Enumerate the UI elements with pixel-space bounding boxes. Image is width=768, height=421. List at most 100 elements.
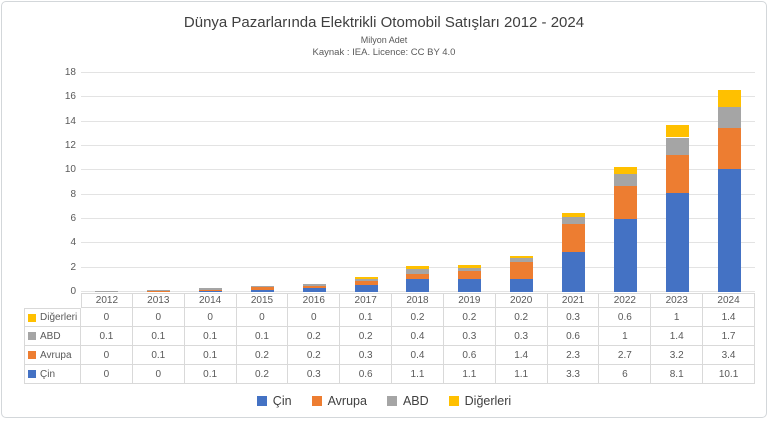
bar-column-2015 (237, 73, 289, 292)
bar-segment-ABD-2019 (458, 267, 482, 272)
bar-column-2023 (651, 73, 703, 292)
legend-label: Çin (272, 394, 292, 408)
table-value-Avrupa-2012: 0 (81, 346, 133, 365)
table-value-Diğerleri-2013: 0 (132, 308, 185, 327)
table-value-Diğerleri-2012: 0 (81, 308, 133, 327)
legend-label: Avrupa (327, 394, 367, 408)
plot-area (81, 72, 755, 292)
bar-column-2013 (133, 73, 185, 292)
chart-title: Dünya Pazarlarında Elektrikli Otomobil S… (183, 14, 585, 31)
x-axis-label-2013: 2013 (132, 293, 185, 308)
y-tick-label-8: 8 (70, 188, 76, 200)
bar-segment-Diğerleri-2017 (354, 277, 378, 279)
table-value-Diğerleri-2018: 0.2 (392, 308, 444, 327)
gridline-14 (81, 120, 755, 122)
y-tick-label-12: 12 (64, 140, 76, 151)
y-tick-label-16: 16 (64, 91, 76, 103)
bar-segment-ABD-2013 (147, 289, 171, 291)
y-axis: 0 2 4 6 8 10 12 14 16 18 (2, 67, 76, 297)
legend-item-diğerleri: Diğerleri (448, 394, 511, 408)
bar-column-2012 (81, 73, 133, 292)
table-value-Avrupa-2016: 0.2 (288, 346, 341, 365)
table-value-Çin-2013: 0 (132, 365, 185, 384)
x-axis-label-2017: 2017 (340, 293, 393, 308)
x-axis-label-2019: 2019 (443, 293, 496, 308)
bar-segment-Diğerleri-2022 (613, 166, 637, 174)
table-row-header-Çin: Çin (24, 365, 81, 384)
bar-column-2018 (392, 73, 444, 292)
table-value-ABD-2022: 1 (599, 327, 652, 346)
x-axis-label-2016: 2016 (288, 293, 341, 308)
bar-segment-Avrupa-2015 (250, 287, 274, 290)
table-row-label: Avrupa (40, 349, 72, 361)
x-axis-label-2012: 2012 (81, 293, 133, 308)
table-value-Çin-2018: 1.1 (392, 365, 444, 384)
table-value-Avrupa-2023: 3.2 (651, 346, 704, 365)
table-value-Çin-2023: 8.1 (651, 365, 704, 384)
table-value-Avrupa-2021: 2.3 (547, 346, 600, 365)
legend-item-çin: Çin (256, 394, 292, 408)
bar-segment-Avrupa-2023 (665, 154, 689, 194)
avrupa-swatch-icon (28, 351, 36, 359)
bar-column-2014 (185, 73, 237, 292)
table-value-Diğerleri-2014: 0 (184, 308, 237, 327)
çin-swatch-icon (28, 370, 36, 378)
bar-segment-Avrupa-2017 (354, 281, 378, 285)
y-tick-label-10: 10 (64, 164, 76, 176)
bar-segment-Çin-2014 (199, 290, 223, 292)
table-value-Çin-2019: 1.1 (443, 365, 496, 384)
table-value-ABD-2014: 0.1 (184, 327, 237, 346)
bar-column-2016 (288, 73, 340, 292)
bar-segment-ABD-2024 (717, 107, 741, 128)
table-value-ABD-2015: 0.1 (236, 327, 289, 346)
table-value-Çin-2015: 0.2 (236, 365, 289, 384)
table-value-Avrupa-2020: 1.4 (495, 346, 548, 365)
x-axis-label-2022: 2022 (599, 293, 652, 308)
bar-segment-Avrupa-2022 (613, 186, 637, 219)
table-row-header-Avrupa: Avrupa (24, 346, 81, 365)
bar-segment-Diğerleri-2021 (562, 212, 586, 217)
table-value-ABD-2024: 1.7 (703, 327, 755, 346)
gridline-18 (81, 72, 755, 73)
bar-column-2017 (340, 73, 392, 292)
table-value-ABD-2013: 0.1 (132, 327, 185, 346)
bar-segment-Diğerleri-2024 (717, 90, 741, 108)
table-value-Diğerleri-2017: 0.1 (340, 308, 393, 327)
table-value-Avrupa-2014: 0.1 (184, 346, 237, 365)
bar-segment-Avrupa-2021 (562, 223, 586, 252)
gridline-16 (81, 96, 755, 98)
bar-segment-Avrupa-2013 (147, 290, 171, 292)
bar-segment-Diğerleri-2020 (510, 255, 534, 258)
bar-segment-Çin-2019 (458, 278, 482, 292)
table-value-ABD-2019: 0.3 (443, 327, 496, 346)
x-axis-label-2015: 2015 (236, 293, 289, 308)
table-value-Çin-2021: 3.3 (547, 365, 600, 384)
table-row-label: Çin (40, 368, 56, 380)
çin-legend-swatch-icon (256, 396, 267, 406)
table-value-Diğerleri-2023: 1 (651, 308, 704, 327)
abd-swatch-icon (28, 332, 36, 340)
table-value-ABD-2016: 0.2 (288, 327, 341, 346)
table-value-Avrupa-2024: 3.4 (703, 346, 755, 365)
bar-segment-Avrupa-2018 (406, 273, 430, 279)
table-value-Çin-2016: 0.3 (288, 365, 341, 384)
table-value-ABD-2012: 0.1 (81, 327, 133, 346)
abd-legend-swatch-icon (386, 396, 397, 406)
legend: Çin Avrupa ABD Diğerleri (2, 394, 766, 408)
gridline-12 (81, 145, 755, 146)
table-value-Çin-2017: 0.6 (340, 365, 393, 384)
y-tick-label-2: 2 (70, 261, 76, 273)
table-value-Avrupa-2018: 0.4 (392, 346, 444, 365)
bar-segment-Çin-2021 (562, 251, 586, 292)
bar-column-2024 (703, 73, 755, 292)
bar-segment-ABD-2012 (95, 290, 119, 292)
bar-segment-Çin-2024 (717, 169, 741, 292)
y-tick-label-18: 18 (64, 67, 76, 78)
legend-item-avrupa: Avrupa (311, 394, 367, 408)
bar-segment-Avrupa-2019 (458, 271, 482, 279)
table-value-Diğerleri-2022: 0.6 (599, 308, 652, 327)
table-value-Diğerleri-2020: 0.2 (495, 308, 548, 327)
table-value-Diğerleri-2019: 0.2 (443, 308, 496, 327)
gridline-8 (81, 193, 755, 195)
